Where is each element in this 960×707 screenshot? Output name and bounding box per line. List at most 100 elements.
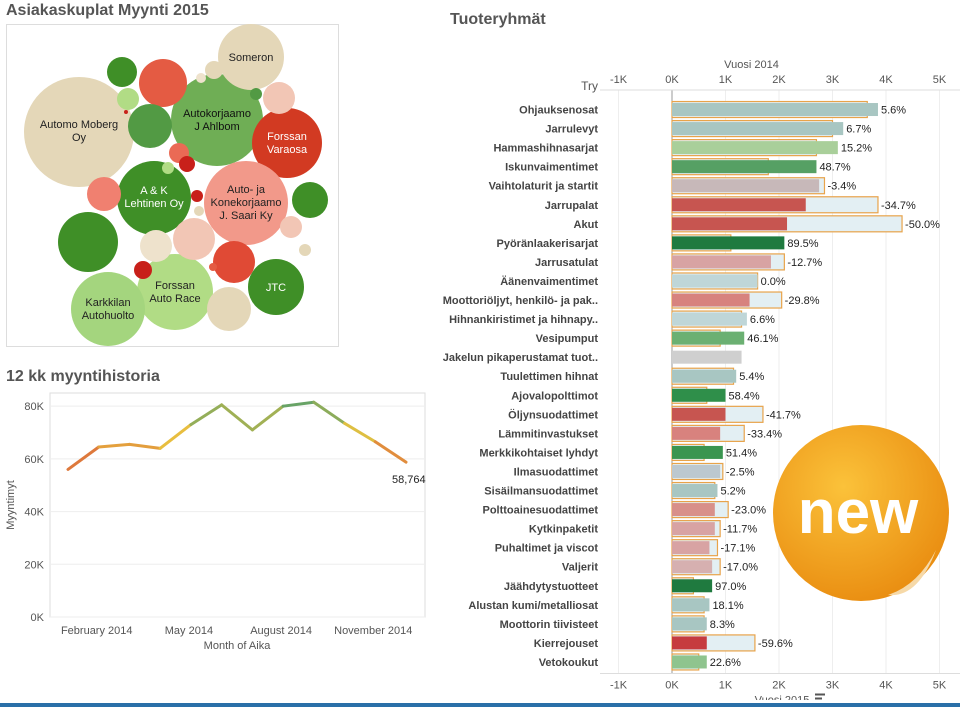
line-segment[interactable] bbox=[281, 400, 316, 408]
category-label: Ajovalopolttimot bbox=[511, 390, 598, 402]
bar-row[interactable]: Lämmitinvastukset -33.4% bbox=[498, 424, 782, 442]
bubble-forssan-auto-race[interactable]: Forssan Auto Race bbox=[137, 254, 213, 330]
line-segment[interactable] bbox=[373, 440, 408, 464]
bar-row[interactable]: Hihnankiristimet ja hihnapy.. 6.6% bbox=[449, 310, 775, 328]
line-segment[interactable] bbox=[220, 403, 254, 432]
bar-2015[interactable] bbox=[672, 293, 750, 307]
bar-2015[interactable] bbox=[672, 160, 817, 174]
bubble-autokorjaamo-ahlbom[interactable]: Autokorjaamo J Ahlbom bbox=[171, 74, 263, 166]
bar-2015[interactable] bbox=[672, 426, 721, 440]
bar-value-label: 15.2% bbox=[841, 143, 872, 155]
bar-row[interactable]: Pyöränlaakerisarjat 89.5% bbox=[496, 234, 819, 252]
bubble-jtc[interactable]: JTC bbox=[248, 259, 304, 315]
bar-2015[interactable] bbox=[672, 236, 785, 250]
line-segment[interactable] bbox=[127, 442, 162, 450]
bar-2015[interactable] bbox=[672, 198, 806, 212]
bar-2015[interactable] bbox=[672, 522, 715, 536]
history-chart-title: 12 kk myyntihistoria bbox=[6, 368, 160, 385]
bar-row[interactable]: Ajovalopolttimot 58.4% bbox=[511, 386, 760, 404]
sort-icon[interactable] bbox=[815, 693, 825, 701]
bar-row[interactable]: Jäähdytystuotteet 97.0% bbox=[504, 577, 747, 595]
line-segment[interactable] bbox=[189, 403, 224, 427]
bar-row[interactable]: Kytkinpaketit -11.7% bbox=[529, 520, 757, 538]
bar-row[interactable]: Ohjauksenosat 5.6% bbox=[519, 100, 906, 119]
bar-row[interactable]: Valjerit -17.0% bbox=[562, 558, 758, 576]
bar-2015[interactable] bbox=[672, 350, 742, 364]
bubble-karkkilan-autohuolto[interactable]: Karkkilan Autohuolto bbox=[71, 272, 145, 346]
bar-value-label: 89.5% bbox=[787, 238, 818, 250]
small-bubbles bbox=[58, 57, 328, 331]
bar-row[interactable]: Hammashihnasarjat 15.2% bbox=[493, 139, 872, 157]
line-segment[interactable] bbox=[312, 400, 347, 425]
bar-value-label: -23.0% bbox=[731, 505, 766, 517]
bar-2015[interactable] bbox=[672, 407, 726, 421]
customer-bubble-chart[interactable]: Automo Moberg Oy Autokorjaamo J Ahlbom Som… bbox=[6, 24, 340, 348]
bar-row[interactable]: Iskunvaimentimet 48.7% bbox=[505, 158, 851, 176]
bar-row[interactable]: Alustan kumi/metalliosat 18.1% bbox=[468, 596, 744, 614]
product-group-bar-chart[interactable]: Vuosi 2014 Try -1K -1K 0K 0K 1K 1K 2K 2K 3K 3K 4K 4K 5… bbox=[440, 52, 960, 700]
bar-row[interactable]: Jarrulevyt 6.7% bbox=[545, 119, 871, 138]
bar-2015[interactable] bbox=[672, 255, 771, 269]
bar-2015[interactable] bbox=[672, 598, 710, 612]
bar-2015[interactable] bbox=[672, 274, 758, 288]
bar-2015[interactable] bbox=[672, 331, 745, 345]
bar-2015[interactable] bbox=[672, 312, 747, 326]
bubble-auto-konekorjaamo-saari[interactable]: Auto- ja Konekorjaamo J. Saari Ky bbox=[204, 161, 288, 245]
bar-row[interactable]: Polttoainesuodattimet -23.0% bbox=[482, 500, 766, 519]
bar-row[interactable]: Tuulettimen hihnat 5.4% bbox=[500, 367, 764, 385]
category-label: Vetokoukut bbox=[539, 657, 599, 669]
bar-row[interactable]: Akut -50.0% bbox=[574, 215, 941, 233]
line-segment[interactable] bbox=[158, 423, 193, 450]
bar-row[interactable]: Jarrusatulat -12.7% bbox=[535, 253, 822, 271]
bar-row[interactable]: Jarrupalat -34.7% bbox=[545, 196, 916, 214]
bar-2015[interactable] bbox=[672, 655, 707, 669]
bar-row[interactable]: Jakelun pikaperustamat tuot.. bbox=[443, 350, 742, 365]
line-segment[interactable] bbox=[97, 442, 131, 449]
bar-2015[interactable] bbox=[672, 503, 715, 517]
bar-2015[interactable] bbox=[672, 636, 707, 650]
bar-2015[interactable] bbox=[672, 388, 726, 402]
bar-row[interactable]: Öljynsuodattimet -41.7% bbox=[508, 405, 801, 423]
bar-2015[interactable] bbox=[672, 617, 707, 631]
top-x-tick-label: 3K bbox=[826, 74, 840, 86]
bubble-forssan-varaosa[interactable]: Forssan Varaosa bbox=[252, 108, 322, 178]
bar-2015[interactable] bbox=[672, 141, 838, 155]
line-segment[interactable] bbox=[250, 404, 285, 432]
bar-2015[interactable] bbox=[672, 122, 844, 136]
bar-row[interactable]: Puhaltimet ja viscot -17.1% bbox=[495, 539, 756, 557]
category-label: Öljynsuodattimet bbox=[508, 408, 598, 421]
x-axis-title: Month of Aika bbox=[204, 640, 272, 652]
bar-row[interactable]: Ilmasuodattimet -2.5% bbox=[514, 462, 755, 481]
bubble-someron[interactable]: Someron bbox=[218, 24, 284, 90]
bar-2015[interactable] bbox=[672, 179, 820, 193]
bubble-automo-moberg[interactable]: Automo Moberg Oy bbox=[24, 77, 134, 187]
new-badge: new bbox=[768, 420, 954, 611]
bar-2015[interactable] bbox=[672, 445, 723, 459]
bar-row[interactable]: Kierrejouset -59.6% bbox=[534, 634, 793, 652]
line-segment[interactable] bbox=[66, 445, 101, 471]
bar-2015[interactable] bbox=[672, 369, 737, 383]
line-segment[interactable] bbox=[343, 421, 377, 444]
category-label: Akut bbox=[574, 219, 599, 231]
bar-row[interactable]: Moottoriöljyt, henkilö- ja pak.. -29.8% bbox=[443, 291, 820, 309]
bar-row[interactable]: Vesipumput 46.1% bbox=[536, 329, 779, 347]
bubble-ak-lehtinen[interactable]: A & K Lehtinen Oy bbox=[117, 161, 191, 235]
bar-value-label: -59.6% bbox=[758, 638, 793, 650]
bottom-axis-title: Vuosi 2015 bbox=[755, 695, 810, 701]
bar-row[interactable]: Vetokoukut 22.6% bbox=[539, 653, 741, 671]
bar-2015[interactable] bbox=[672, 464, 721, 478]
sales-history-line-chart[interactable]: 0K 20K 40K 60K 80K Myyntimyt February 2014 May … bbox=[0, 388, 440, 660]
bar-row[interactable]: Sisäilmansuodattimet 5.2% bbox=[484, 481, 746, 500]
bar-row[interactable]: Vaihtolaturit ja startit -3.4% bbox=[489, 177, 857, 195]
bar-2015[interactable] bbox=[672, 484, 718, 498]
bar-value-label: 48.7% bbox=[819, 162, 850, 174]
bar-2015[interactable] bbox=[672, 560, 713, 574]
bar-row[interactable]: Merkkikohtaiset lyhdyt 51.4% bbox=[479, 443, 757, 462]
bar-2015[interactable] bbox=[672, 541, 710, 555]
bar-2015[interactable] bbox=[672, 103, 878, 117]
bar-2015[interactable] bbox=[672, 217, 788, 231]
bar-row[interactable]: Äänenvaimentimet 0.0% bbox=[500, 272, 786, 290]
bar-row[interactable]: Moottorin tiivisteet 8.3% bbox=[500, 615, 735, 633]
bar-2015[interactable] bbox=[672, 579, 713, 593]
